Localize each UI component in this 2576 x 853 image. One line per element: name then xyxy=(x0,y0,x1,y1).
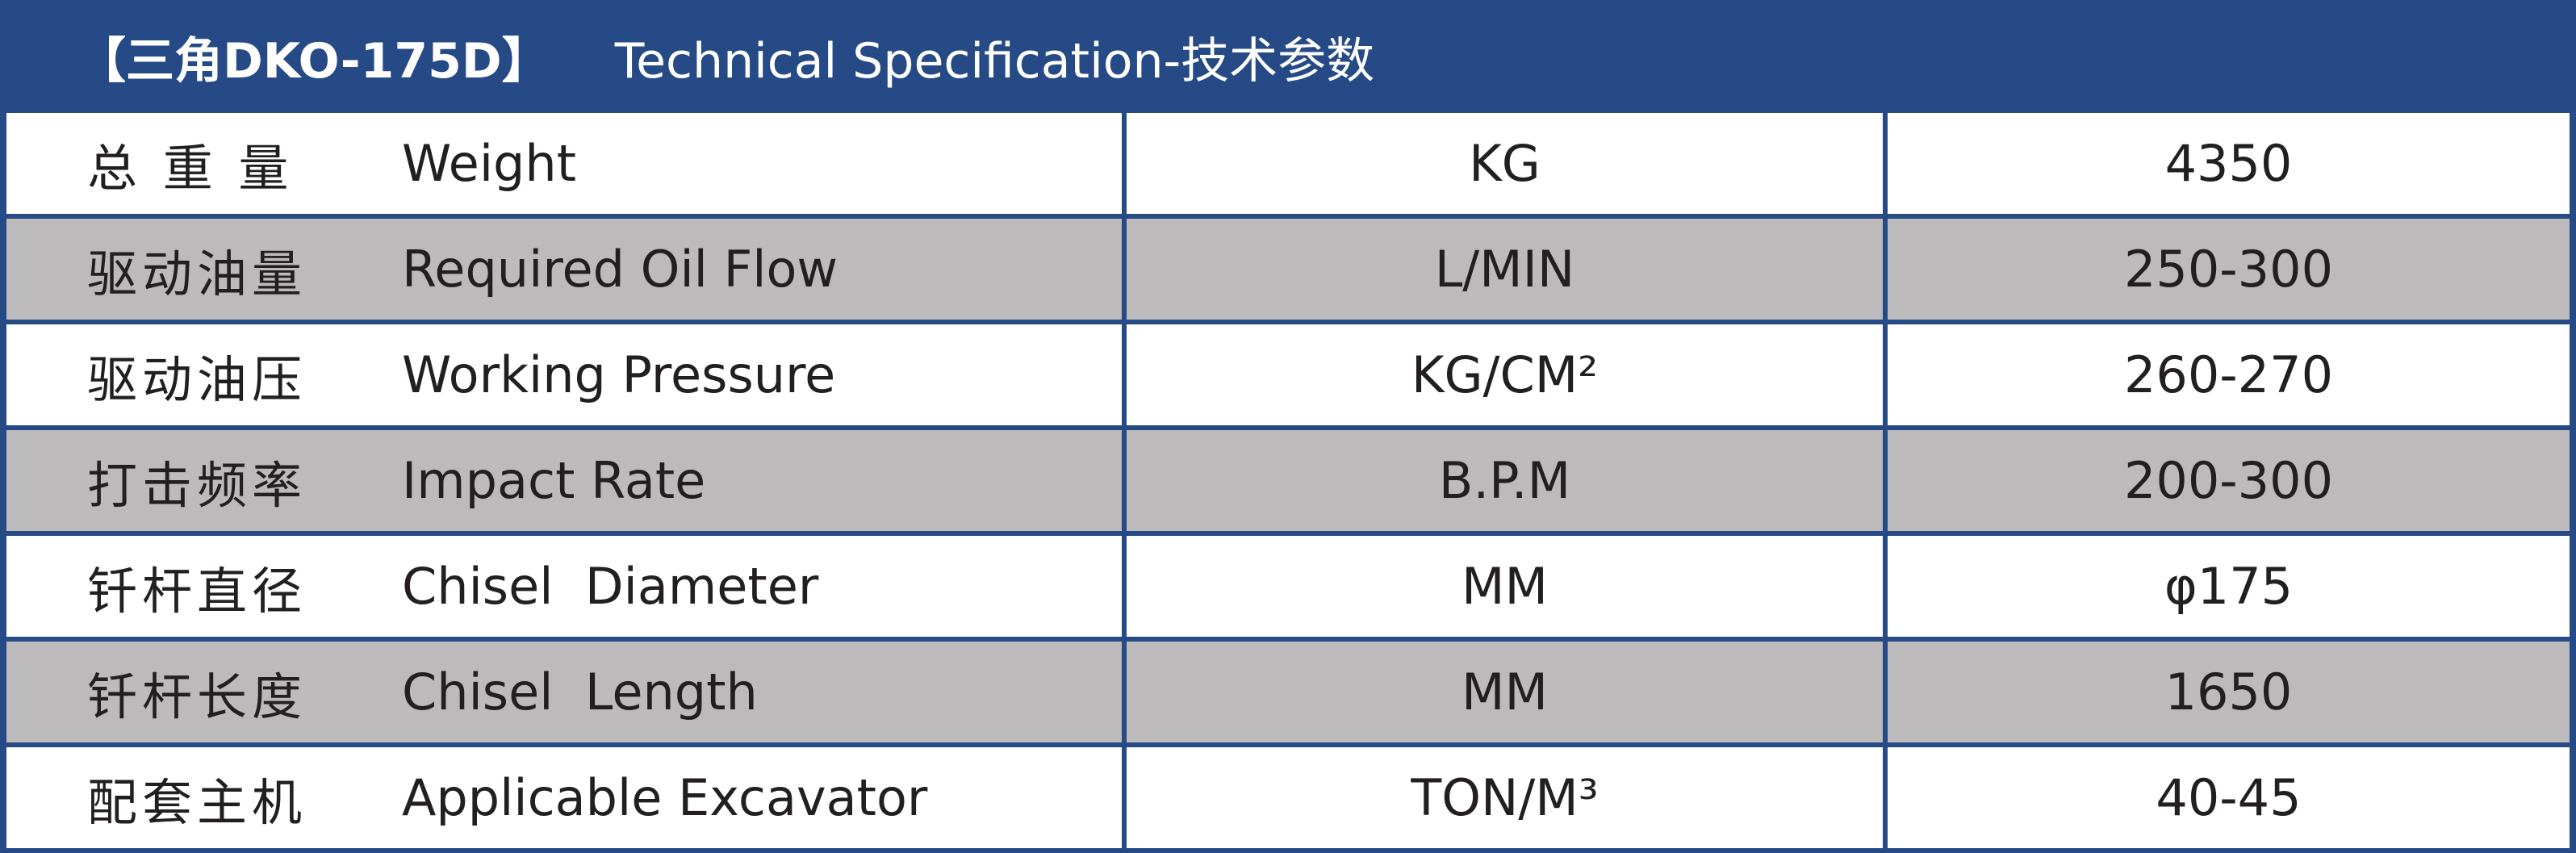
value-cell: 250-300 xyxy=(1888,219,2570,320)
spec-table: 总 重 量 Weight KG 4350 驱动油量 Required Oil Flo… xyxy=(6,113,2570,853)
table-row-chisel-length: 钎杆长度 Chisel Length MM 1650 xyxy=(6,642,2570,742)
table-row-impact-rate: 打击频率 Impact Rate B.P.M 200-300 xyxy=(6,430,2570,531)
param-zh: 驱动油压 xyxy=(87,349,307,409)
table-row-excavator: 配套主机 Applicable Excavator TON/M³ 40-45 xyxy=(6,747,2570,848)
model-name: 【三角DKO-175D】 xyxy=(77,32,550,90)
value-cell: φ175 xyxy=(1888,536,2570,637)
param-zh: 钎杆直径 xyxy=(87,561,307,621)
param-en: Required Oil Flow xyxy=(402,240,838,299)
unit-cell: MM xyxy=(1127,536,1883,637)
unit-cell: B.P.M xyxy=(1127,430,1883,531)
param-en: Chisel Diameter xyxy=(402,557,819,616)
param-zh: 配套主机 xyxy=(87,772,307,832)
unit-cell: KG/CM² xyxy=(1127,324,1883,425)
spec-header: 【三角DKO-175D】 Technical Specification-技术参… xyxy=(0,0,2576,113)
param-en: Chisel Length xyxy=(402,663,758,721)
value-cell: 40-45 xyxy=(1888,747,2570,848)
value-cell: 4350 xyxy=(1888,113,2570,214)
param-zh: 打击频率 xyxy=(87,455,307,515)
table-row-pressure: 驱动油压 Working Pressure KG/CM² 260-270 xyxy=(6,324,2570,425)
value-cell: 1650 xyxy=(1888,642,2570,742)
param-zh: 驱动油量 xyxy=(87,244,307,303)
table-row-oil-flow: 驱动油量 Required Oil Flow L/MIN 250-300 xyxy=(6,219,2570,320)
value-cell: 200-300 xyxy=(1888,430,2570,531)
param-en: Applicable Excavator xyxy=(402,768,928,827)
param-en: Working Pressure xyxy=(402,345,836,404)
table-row-chisel-diameter: 钎杆直径 Chisel Diameter MM φ175 xyxy=(6,536,2570,637)
unit-cell: MM xyxy=(1127,642,1883,742)
param-en: Impact Rate xyxy=(402,451,706,510)
param-zh: 总 重 量 xyxy=(87,138,294,198)
value-cell: 260-270 xyxy=(1888,324,2570,425)
spec-title: Technical Specification-技术参数 xyxy=(614,32,1375,90)
unit-cell: L/MIN xyxy=(1127,219,1883,320)
table-row-weight: 总 重 量 Weight KG 4350 xyxy=(6,113,2570,214)
param-en: Weight xyxy=(402,134,577,193)
param-zh: 钎杆长度 xyxy=(87,667,307,726)
unit-cell: KG xyxy=(1127,113,1883,214)
unit-cell: TON/M³ xyxy=(1127,747,1883,848)
